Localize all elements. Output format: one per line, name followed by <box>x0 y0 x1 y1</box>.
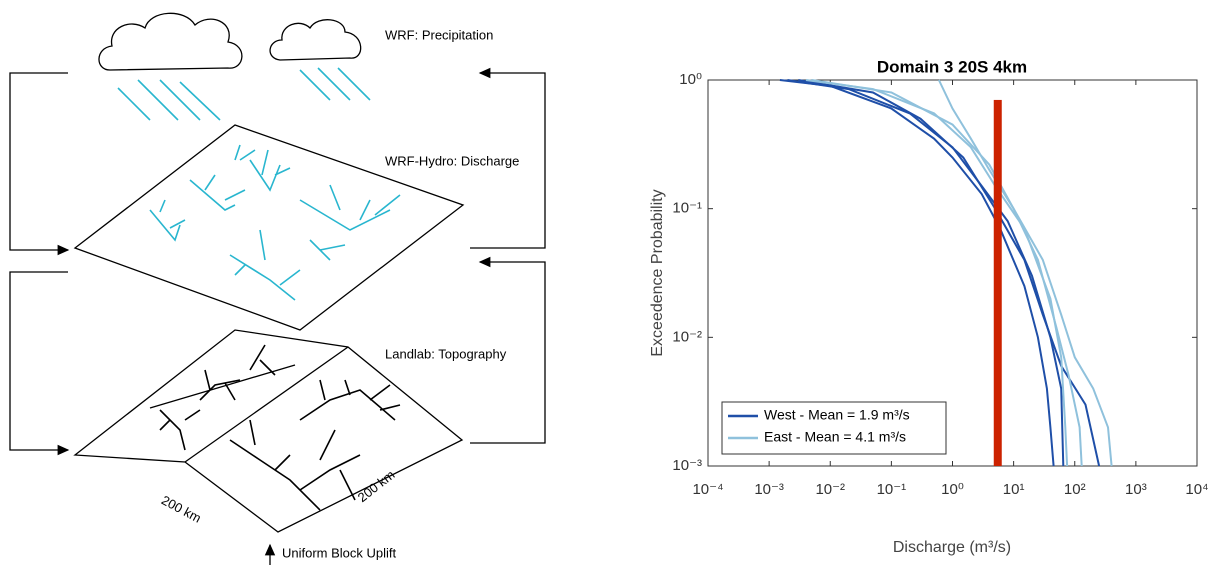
label: WRF-Hydro: Discharge <box>385 153 519 168</box>
x-tick-label: 10⁻¹ <box>877 481 907 498</box>
threshold-bar <box>993 99 1002 466</box>
diagram: WRF: Precipitation WRF-Hydro: Discharge … <box>9 12 546 565</box>
y-tick-label: 10⁰ <box>679 71 702 88</box>
cloud <box>269 19 362 61</box>
crest-line <box>149 364 296 409</box>
feedback-arrow <box>470 67 546 249</box>
label: 200 km <box>159 492 204 525</box>
discharge-plane <box>73 124 465 331</box>
label: Uniform Block Uplift <box>282 545 397 560</box>
legend-box <box>721 401 947 455</box>
feedback-arrow <box>9 72 70 256</box>
y-tick-label: 10⁻³ <box>672 457 702 474</box>
x-tick-label: 10⁴ <box>1185 481 1208 498</box>
y-tick-label: 10⁻¹ <box>672 200 702 217</box>
series-line <box>779 79 1055 467</box>
legend-label: West - Mean = 1.9 m³/s <box>764 407 910 423</box>
river-network <box>149 144 401 301</box>
y-axis-label: Exceedence Probability <box>649 189 666 356</box>
x-tick-label: 10⁰ <box>941 481 964 498</box>
series-line <box>811 79 1083 467</box>
ridge-line <box>184 346 349 463</box>
series-line <box>805 79 1069 467</box>
label: WRF: Precipitation <box>385 27 493 42</box>
feedback-arrow <box>470 256 546 444</box>
y-tick-label: 10⁻² <box>672 328 702 345</box>
channel-network <box>159 344 401 511</box>
series-line <box>798 79 1101 467</box>
x-tick-label: 10¹ <box>1003 481 1025 498</box>
x-tick-label: 10⁻⁴ <box>692 481 723 498</box>
x-tick-label: 10³ <box>1125 481 1147 498</box>
x-tick-label: 10⁻³ <box>754 481 784 498</box>
legend-label: East - Mean = 4.1 m³/s <box>764 429 906 445</box>
cloud <box>98 12 243 71</box>
label: Landlab: Topography <box>385 346 507 361</box>
feedback-arrow <box>9 271 70 456</box>
x-tick-label: 10² <box>1064 481 1086 498</box>
rain <box>117 67 371 121</box>
series-line <box>937 79 1113 467</box>
chart-title: Domain 3 20S 4km <box>877 57 1027 76</box>
x-tick-label: 10⁻² <box>815 481 845 498</box>
x-axis-label: Discharge (m³/s) <box>893 539 1011 556</box>
label: 200 km <box>355 467 398 505</box>
